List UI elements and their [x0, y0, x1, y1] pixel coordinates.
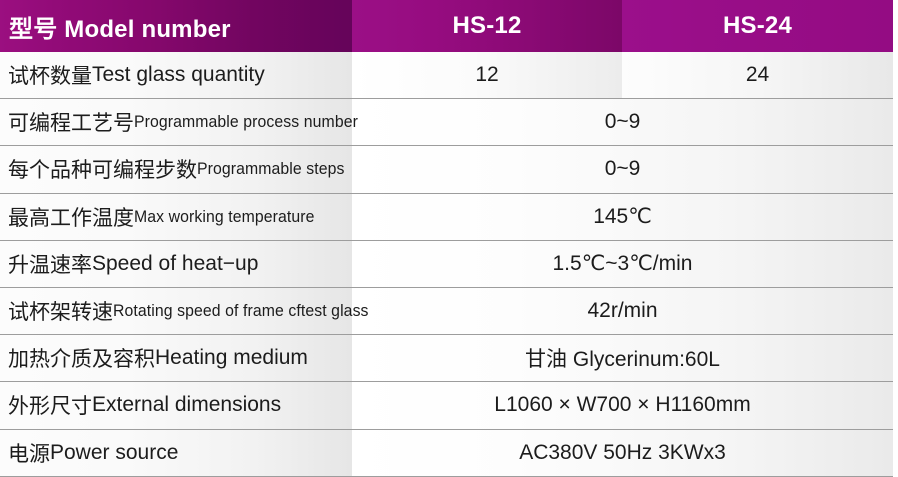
row-label-cell: 可编程工艺号 Programmable process number — [0, 99, 358, 146]
row-value-merged: 甘油 Glycerinum:60L — [352, 335, 893, 382]
row-label-chinese: 外形尺寸 — [8, 395, 92, 419]
table-row: 试杯架转速 Rotating speed of frame cftest glas… — [0, 287, 893, 336]
table-row: 试杯数量 Test glass quantity 12 24 — [0, 52, 893, 100]
row-label-cell: 电源 Power source — [0, 429, 352, 476]
table-row: 升温速率 Speed of heat−up 1.5℃~3℃/min — [0, 240, 893, 288]
row-label-chinese: 试杯架转速 — [8, 301, 113, 325]
table-row: 每个品种可编程步数 Programmable steps 0~9 — [0, 146, 893, 194]
header-model-number-label: 型号 Model number — [9, 15, 231, 43]
header-cell-hs-24: HS-24 — [622, 0, 893, 52]
row-label-english: Max working temperature — [134, 206, 315, 226]
row-label-cell: 加热介质及容积 Heating medium — [0, 335, 352, 382]
row-label-cell: 试杯架转速 Rotating speed of frame cftest glas… — [0, 287, 368, 335]
row-value-merged: 1.5℃~3℃/min — [352, 240, 893, 287]
row-label-english: Speed of heat−up — [92, 251, 259, 275]
table-header-row: 型号 Model number HS-12 HS-24 — [0, 0, 893, 52]
row-label-chinese: 最高工作温度 — [8, 206, 134, 230]
row-label-chinese: 试杯数量 — [8, 65, 92, 89]
row-label-english: Rotating speed of frame cftest glass — [113, 301, 369, 321]
row-label-cell: 最高工作温度 Max working temperature — [0, 193, 352, 240]
row-value-merged: 0~9 — [352, 99, 893, 146]
row-label-english: Power source — [50, 440, 179, 464]
row-label-cell: 外形尺寸 External dimensions — [0, 382, 352, 429]
row-label-english: Test glass quantity — [92, 63, 265, 87]
row-value-hs-12: 12 — [352, 52, 622, 99]
row-label-chinese: 加热介质及容积 — [8, 348, 155, 372]
row-label-english: Heating medium — [155, 346, 308, 370]
table-row: 外形尺寸 External dimensions L1060 × W700 × H… — [0, 382, 893, 430]
row-value-merged: L1060 × W700 × H1160mm — [352, 382, 893, 429]
row-value-merged: 0~9 — [352, 146, 893, 193]
row-value-hs-24: 24 — [622, 52, 893, 99]
table-row: 电源 Power source AC380V 50Hz 3KWx3 — [0, 429, 893, 477]
header-cell-model-number: 型号 Model number — [0, 0, 352, 52]
row-label-cell: 升温速率 Speed of heat−up — [0, 240, 352, 287]
table-row: 加热介质及容积 Heating medium 甘油 Glycerinum:60L — [0, 335, 893, 383]
row-value-merged: 42r/min — [352, 287, 893, 335]
row-label-chinese: 每个品种可编程步数 — [8, 159, 197, 183]
row-label-english: External dimensions — [92, 393, 282, 417]
row-value-merged: AC380V 50Hz 3KWx3 — [352, 429, 893, 476]
row-value-merged: 145℃ — [352, 193, 893, 240]
row-label-cell: 试杯数量 Test glass quantity — [0, 52, 352, 99]
row-label-chinese: 可编程工艺号 — [8, 112, 134, 136]
row-label-chinese: 电源 — [8, 442, 50, 466]
table-row: 可编程工艺号 Programmable process number 0~9 — [0, 99, 893, 147]
row-label-english: Programmable process number — [134, 112, 358, 132]
row-label-english: Programmable steps — [197, 159, 345, 179]
row-label-cell: 每个品种可编程步数 Programmable steps — [0, 146, 352, 193]
header-hs-24-label: HS-24 — [722, 12, 793, 39]
table-row: 最高工作温度 Max working temperature 145℃ — [0, 193, 893, 241]
row-label-chinese: 升温速率 — [8, 253, 92, 277]
table-body: 试杯数量 Test glass quantity 12 24 可编程工艺号 Prog… — [0, 52, 893, 477]
header-hs-12-label: HS-12 — [452, 12, 522, 39]
header-cell-hs-12: HS-12 — [352, 0, 622, 52]
